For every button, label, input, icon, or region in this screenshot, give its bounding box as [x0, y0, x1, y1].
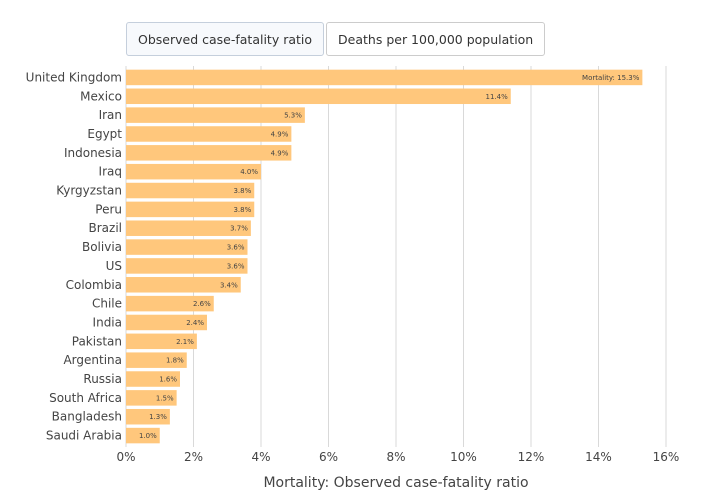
category-label: Russia — [83, 372, 122, 386]
category-label: India — [93, 315, 122, 329]
x-tick-label: 4% — [251, 450, 270, 464]
category-label: Saudi Arabia — [46, 429, 122, 443]
bar — [126, 145, 292, 161]
category-label: United Kingdom — [26, 70, 122, 84]
category-label: Peru — [95, 202, 122, 216]
category-label: Chile — [92, 297, 122, 311]
bar — [126, 258, 248, 274]
category-label: Bangladesh — [52, 410, 122, 424]
x-tick-label: 0% — [116, 450, 135, 464]
data-label: 2.1% — [176, 338, 194, 346]
x-tick-label: 14% — [585, 450, 612, 464]
bar — [126, 239, 248, 255]
bar — [126, 314, 207, 331]
bar — [126, 390, 177, 406]
data-label: 5.3% — [284, 112, 302, 120]
category-label: Indonesia — [64, 146, 122, 160]
bar — [126, 277, 241, 293]
category-label: Argentina — [63, 353, 122, 367]
x-tick-label: 16% — [653, 450, 680, 464]
category-label: Brazil — [89, 221, 123, 235]
x-tick-label: 6% — [319, 450, 338, 464]
data-label: 2.6% — [193, 300, 211, 308]
bar — [126, 126, 292, 142]
category-label: Egypt — [87, 127, 122, 141]
bar — [126, 69, 643, 86]
data-label: 4.0% — [240, 168, 258, 176]
data-label: 3.6% — [227, 262, 245, 270]
category-label: Mexico — [80, 89, 122, 103]
data-label: 2.4% — [186, 319, 204, 327]
bar — [126, 220, 251, 236]
data-label: 3.7% — [230, 225, 248, 233]
x-axis-title: Mortality: Observed case-fatality ratio — [263, 475, 528, 491]
data-label: 11.4% — [486, 93, 509, 101]
bar — [126, 352, 187, 368]
bar — [126, 408, 170, 425]
category-label: South Africa — [49, 391, 122, 405]
data-label: 3.6% — [227, 244, 245, 252]
data-label: 3.4% — [220, 281, 238, 289]
category-label: US — [106, 259, 122, 273]
category-label: Iran — [99, 108, 122, 122]
data-label: 3.8% — [233, 187, 251, 195]
data-label: 1.6% — [159, 376, 177, 384]
bar — [126, 371, 180, 387]
data-label: 4.9% — [271, 130, 289, 138]
metric-toggle: Observed case-fatality ratio Deaths per … — [126, 22, 546, 56]
x-tick-label: 8% — [386, 450, 405, 464]
x-tick-label: 12% — [518, 450, 545, 464]
bar — [126, 201, 255, 218]
data-label: 3.8% — [233, 206, 251, 214]
data-label: 1.8% — [166, 357, 184, 365]
bar — [126, 163, 261, 180]
category-label: Kyrgyzstan — [56, 184, 122, 198]
category-label: Iraq — [99, 165, 122, 179]
deaths-per-100k-button[interactable]: Deaths per 100,000 population — [326, 22, 546, 56]
bar — [126, 182, 255, 199]
x-tick-label: 2% — [184, 450, 203, 464]
bar — [126, 107, 305, 123]
bar — [126, 333, 197, 350]
category-label: Colombia — [66, 278, 122, 292]
data-label: 1.0% — [139, 432, 157, 440]
bar — [126, 295, 214, 312]
x-tick-label: 10% — [450, 450, 477, 464]
category-label: Bolivia — [82, 240, 122, 254]
bar — [126, 88, 511, 105]
category-label: Pakistan — [72, 334, 122, 348]
case-fatality-ratio-button[interactable]: Observed case-fatality ratio — [126, 22, 325, 56]
data-label: Mortality: 15.3% — [582, 74, 640, 82]
bar — [126, 427, 160, 444]
data-label: 1.5% — [156, 394, 174, 402]
data-label: 1.3% — [149, 413, 167, 421]
data-label: 4.9% — [271, 149, 289, 157]
